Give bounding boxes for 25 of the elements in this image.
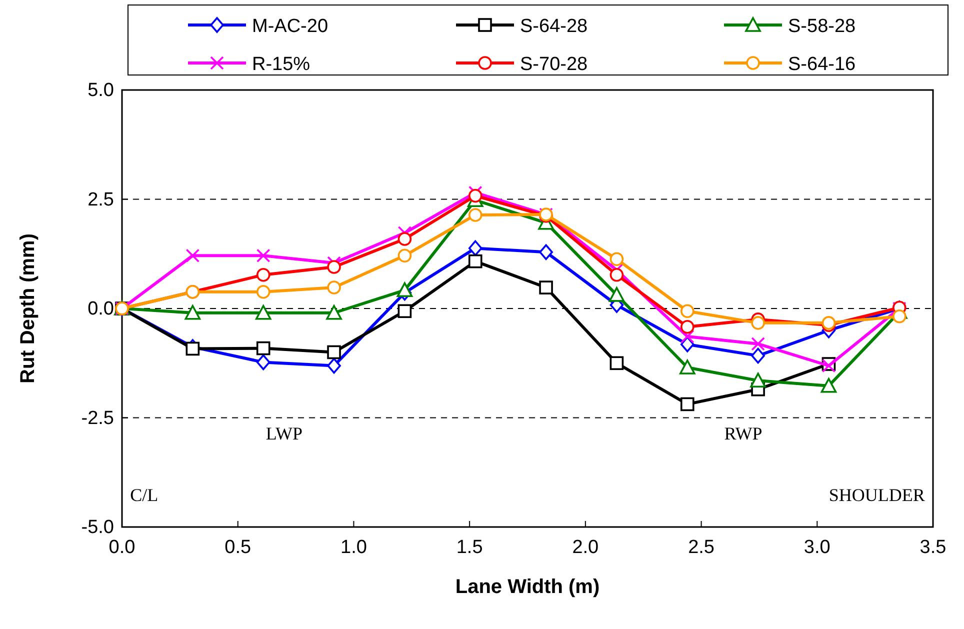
- x-tick-label: 1.0: [340, 537, 367, 558]
- y-tick-label: 0.0: [88, 298, 114, 320]
- x-tick-label: 0.5: [224, 537, 252, 558]
- y-tick-label: -2.5: [81, 408, 114, 429]
- y-axis-title: Rut Depth (mm): [17, 234, 39, 384]
- annotation: RWP: [724, 424, 762, 444]
- y-tick-label: 2.5: [88, 189, 114, 210]
- y-tick-label: 5.0: [88, 80, 114, 101]
- x-tick-label: 3.0: [804, 537, 830, 558]
- legend-label: R-15%: [252, 54, 310, 75]
- annotation: SHOULDER: [828, 484, 925, 505]
- x-tick-label: 0.0: [108, 537, 136, 558]
- annotation: LWP: [266, 424, 303, 444]
- x-tick-label: 1.5: [456, 537, 483, 558]
- x-tick-label: 3.5: [920, 537, 946, 558]
- x-tick-label: 2.5: [688, 537, 714, 558]
- annotation: C/L: [130, 484, 158, 505]
- y-tick-label: -5.0: [81, 517, 114, 538]
- legend-label: S-64-28: [520, 16, 588, 37]
- legend-label: S-70-28: [520, 54, 588, 75]
- legend-label: M-AC-20: [252, 16, 328, 37]
- x-tick-label: 2.0: [572, 537, 599, 558]
- legend-label: S-64-16: [788, 54, 856, 75]
- x-axis-title: Lane Width (m): [455, 576, 600, 598]
- legend-label: S-58-28: [788, 16, 856, 37]
